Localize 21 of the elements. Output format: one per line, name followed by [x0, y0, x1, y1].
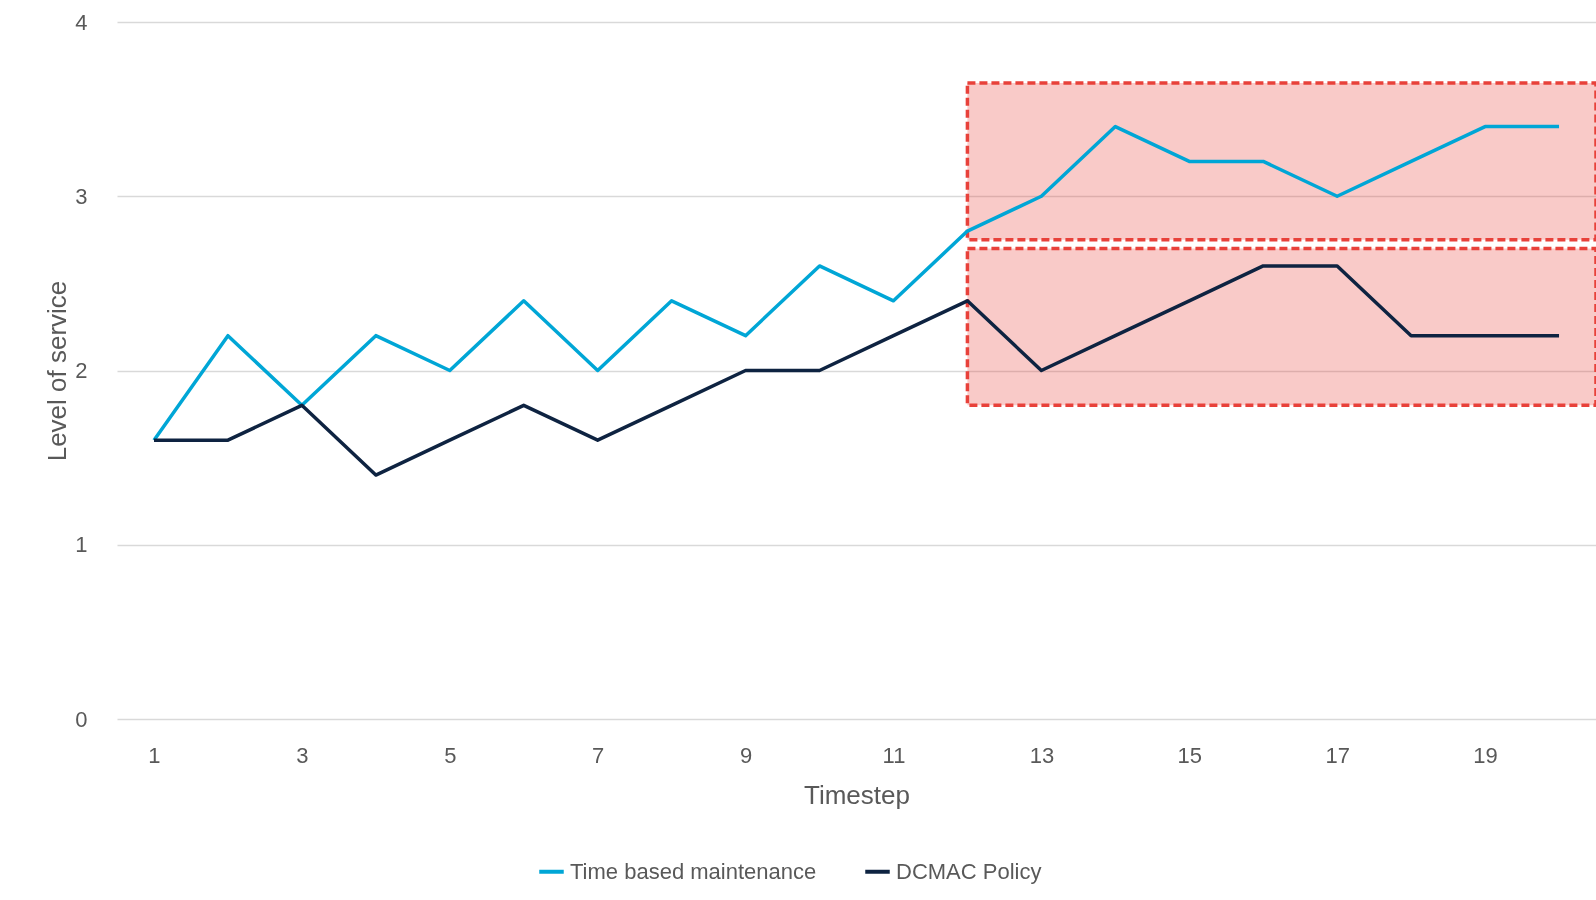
x-axis-title: Timestep	[804, 779, 910, 810]
y-tick-label: 3	[75, 183, 88, 209]
x-tick-label: 17	[1325, 742, 1350, 768]
x-tick-label: 1	[148, 742, 161, 768]
x-tick-label: 19	[1473, 742, 1498, 768]
x-tick-label: 3	[296, 742, 309, 768]
x-tick-label: 7	[592, 742, 605, 768]
legend-label: DCMAC Policy	[896, 858, 1042, 884]
line-series	[152, 124, 1561, 442]
x-tick-label: 9	[739, 742, 753, 768]
x-tick-label: 15	[1177, 742, 1203, 768]
y-tick-label: 1	[75, 532, 88, 558]
y-tick-label: 0	[75, 706, 88, 732]
x-tick-label: 11	[882, 742, 906, 768]
y-axis-title: Level of service	[42, 280, 73, 462]
y-tick-label: 4	[75, 9, 88, 35]
x-tick-label: 13	[1029, 742, 1055, 768]
legend-label: Time based maintenance	[570, 858, 817, 884]
x-tick-label: 5	[444, 742, 457, 768]
y-tick-label: 2	[75, 358, 88, 383]
line-series	[152, 264, 1561, 477]
